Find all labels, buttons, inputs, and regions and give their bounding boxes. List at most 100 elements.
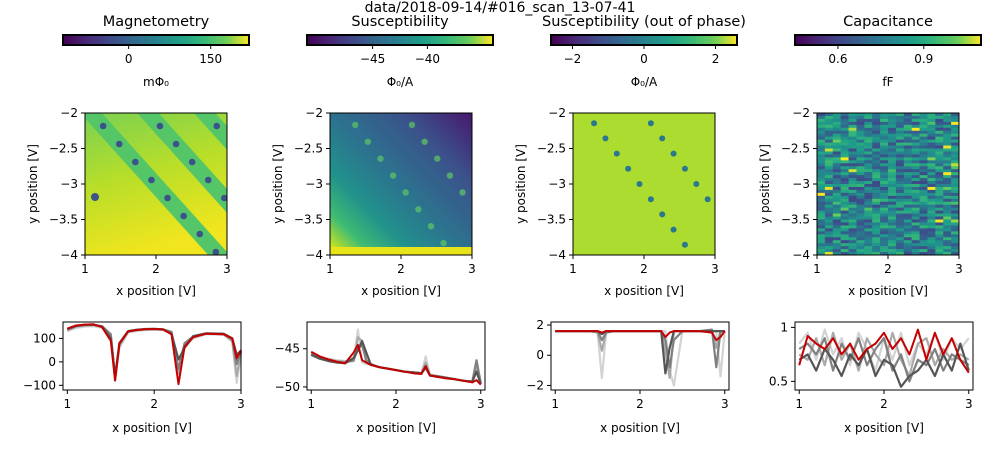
heatmap-cell xyxy=(919,249,928,253)
heatmap-cell xyxy=(880,139,889,144)
heatmap-cell xyxy=(943,175,952,179)
vortex-spot xyxy=(580,105,586,111)
heatmap-cell xyxy=(935,178,944,182)
x-tick-label: 2 xyxy=(152,262,160,276)
heatmap-cell xyxy=(848,115,857,120)
heatmap-cell xyxy=(856,172,865,176)
heatmap-cell xyxy=(832,154,842,158)
x-tick-label: 3 xyxy=(223,262,231,276)
heatmap-cell xyxy=(888,189,897,194)
heatmap-cell xyxy=(935,133,944,138)
heatmap-cell xyxy=(832,252,842,255)
heatmap-cell xyxy=(864,252,873,255)
heatmap-cell xyxy=(848,216,857,220)
heatmap-cell xyxy=(911,175,921,179)
x-tick-label: 1 xyxy=(307,397,315,411)
heatmap-cell xyxy=(856,243,865,247)
heatmap-cell xyxy=(943,231,952,235)
heatmap-cell xyxy=(856,124,865,129)
heatmap-cell xyxy=(895,133,905,138)
heatmap-cell xyxy=(951,192,959,197)
heatmap-cell xyxy=(864,157,873,161)
vortex-spot xyxy=(402,189,409,196)
heatmap-cell xyxy=(840,115,850,120)
heatmap-cell xyxy=(840,172,850,176)
y-tick-label: −45 xyxy=(275,342,300,356)
heatmap-cell xyxy=(895,213,905,218)
colorbar-tick-label: 150 xyxy=(199,52,222,66)
heatmap-cell xyxy=(919,231,928,235)
heatmap-cell xyxy=(880,169,889,173)
heatmap-cell xyxy=(911,139,921,144)
heatmap-cell xyxy=(935,213,944,218)
heatmap-cell xyxy=(880,130,889,135)
heatmap-cell xyxy=(903,113,913,117)
heatmap-cell xyxy=(888,124,897,129)
heatmap-cell xyxy=(848,237,857,241)
vortex-spot xyxy=(459,189,466,196)
heatmap-cell xyxy=(903,204,913,209)
heatmap-cell xyxy=(951,139,959,144)
heatmap-cell xyxy=(951,142,959,147)
heatmap-cell xyxy=(888,210,897,215)
heatmap-cell xyxy=(848,166,857,170)
heatmap-cell xyxy=(951,136,959,141)
heatmap-cell xyxy=(919,175,928,179)
heatmap-cell xyxy=(951,189,959,194)
heatmap-cell xyxy=(951,184,959,188)
heatmap-cell xyxy=(895,157,905,161)
x-tick-label: 3 xyxy=(711,262,719,276)
colorbar-label: mΦ₀ xyxy=(143,75,169,89)
heatmap-cell xyxy=(895,234,905,238)
vortex-spot xyxy=(453,257,459,263)
heatmap-cell xyxy=(824,154,834,158)
vortex-spot xyxy=(172,140,180,148)
heatmap-cell xyxy=(817,130,826,135)
colorbar-tick-label: −2 xyxy=(564,52,582,66)
heatmap-cell xyxy=(832,225,842,229)
heatmap-cell xyxy=(872,249,881,253)
heatmap-cell xyxy=(817,142,826,147)
heatmap-cell xyxy=(856,184,865,188)
heatmap-cell xyxy=(824,118,834,123)
heatmap-cell xyxy=(888,169,897,173)
heatmap-cell xyxy=(935,216,944,220)
heatmap-background xyxy=(573,113,715,255)
heatmap-cell xyxy=(832,145,842,149)
heatmap-cell xyxy=(872,113,881,117)
heatmap-cell xyxy=(943,204,952,209)
heatmap-cell xyxy=(872,213,881,218)
heatmap-cell xyxy=(824,184,834,188)
vortex-spot xyxy=(415,206,422,213)
heatmap-cell xyxy=(872,219,881,223)
x-tick-label: 1 xyxy=(326,262,334,276)
heatmap-cell xyxy=(840,113,850,117)
x-tick-label: 1 xyxy=(64,397,72,411)
heatmap-cell xyxy=(880,237,889,241)
y-tick-label: 0 xyxy=(48,355,56,369)
heatmap-cell xyxy=(864,160,873,164)
heatmap-cell xyxy=(864,219,873,223)
heatmap-cell xyxy=(817,113,826,117)
heatmap-cell xyxy=(880,157,889,161)
heatmap-cell xyxy=(888,234,897,238)
heatmap-cell xyxy=(911,189,921,194)
heatmap-cell xyxy=(872,216,881,220)
vortex-spot xyxy=(212,248,220,255)
heatmap-cell xyxy=(927,172,936,176)
heatmap-cell xyxy=(888,163,897,167)
heatmap-cell xyxy=(888,148,897,152)
heatmap-cell xyxy=(927,127,936,132)
heatmap-cell xyxy=(856,216,865,220)
heatmap-cell xyxy=(951,213,959,218)
heatmap-cell xyxy=(864,240,873,244)
heatmap-cell xyxy=(919,151,928,155)
heatmap-cell xyxy=(848,133,857,138)
heatmap-cell xyxy=(856,133,865,138)
heatmap-cell xyxy=(943,198,952,203)
heatmap-cell xyxy=(880,252,889,255)
heatmap-cell xyxy=(832,172,842,176)
heatmap-cell xyxy=(951,237,959,241)
heatmap-cell xyxy=(903,148,913,152)
